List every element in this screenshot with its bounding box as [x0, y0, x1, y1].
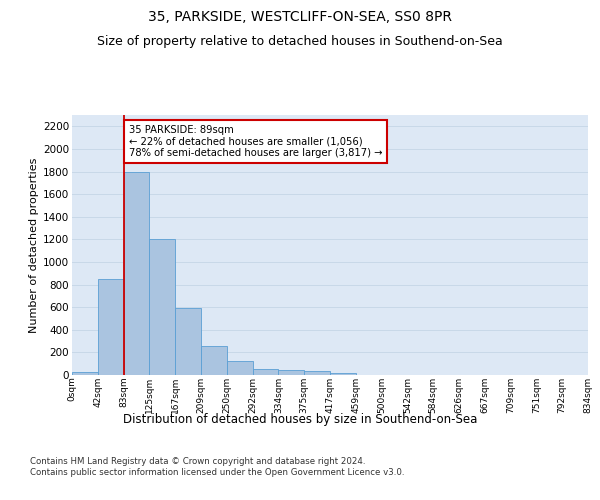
Bar [149, 240, 175, 375]
Bar [124, 172, 149, 375]
Text: Contains HM Land Registry data © Crown copyright and database right 2024.
Contai: Contains HM Land Registry data © Crown c… [30, 458, 404, 477]
Bar [201, 346, 227, 375]
Bar [98, 280, 124, 375]
Bar [304, 372, 330, 375]
Bar [72, 372, 98, 375]
Bar [227, 361, 253, 375]
Text: 35 PARKSIDE: 89sqm
← 22% of detached houses are smaller (1,056)
78% of semi-deta: 35 PARKSIDE: 89sqm ← 22% of detached hou… [129, 125, 382, 158]
Text: Distribution of detached houses by size in Southend-on-Sea: Distribution of detached houses by size … [123, 412, 477, 426]
Text: 35, PARKSIDE, WESTCLIFF-ON-SEA, SS0 8PR: 35, PARKSIDE, WESTCLIFF-ON-SEA, SS0 8PR [148, 10, 452, 24]
Y-axis label: Number of detached properties: Number of detached properties [29, 158, 39, 332]
Text: Size of property relative to detached houses in Southend-on-Sea: Size of property relative to detached ho… [97, 35, 503, 48]
Bar [175, 308, 201, 375]
Bar [278, 370, 304, 375]
Bar [253, 370, 278, 375]
Bar [330, 374, 356, 375]
